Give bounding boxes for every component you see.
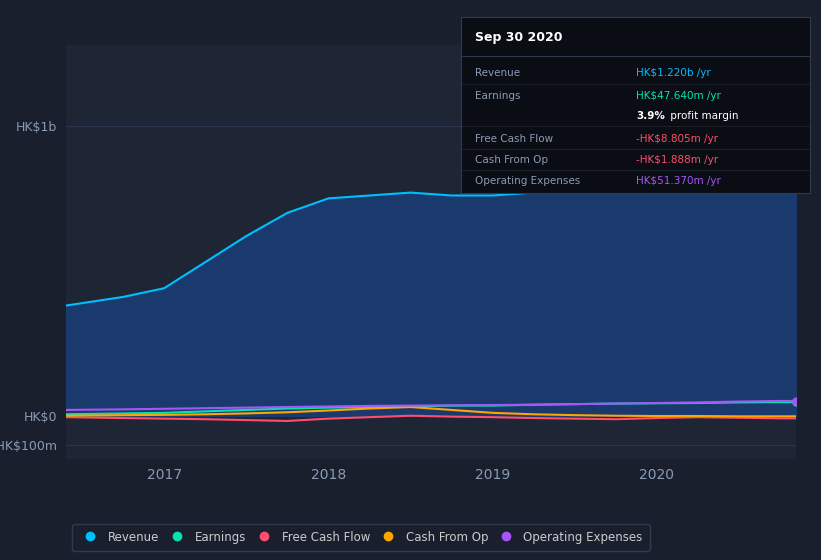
Text: Operating Expenses: Operating Expenses <box>475 176 580 186</box>
Text: 3.9%: 3.9% <box>636 110 665 120</box>
Text: Free Cash Flow: Free Cash Flow <box>475 133 553 143</box>
Text: Earnings: Earnings <box>475 91 521 101</box>
Text: Revenue: Revenue <box>475 68 521 78</box>
Text: Sep 30 2020: Sep 30 2020 <box>475 31 563 44</box>
Text: profit margin: profit margin <box>667 110 739 120</box>
Text: HK$47.640m /yr: HK$47.640m /yr <box>636 91 721 101</box>
Text: Cash From Op: Cash From Op <box>475 155 548 165</box>
Text: -HK$1.888m /yr: -HK$1.888m /yr <box>636 155 718 165</box>
Text: HK$51.370m /yr: HK$51.370m /yr <box>636 176 721 186</box>
Legend: Revenue, Earnings, Free Cash Flow, Cash From Op, Operating Expenses: Revenue, Earnings, Free Cash Flow, Cash … <box>71 524 649 550</box>
Text: HK$1.220b /yr: HK$1.220b /yr <box>636 68 711 78</box>
Text: -HK$8.805m /yr: -HK$8.805m /yr <box>636 133 718 143</box>
